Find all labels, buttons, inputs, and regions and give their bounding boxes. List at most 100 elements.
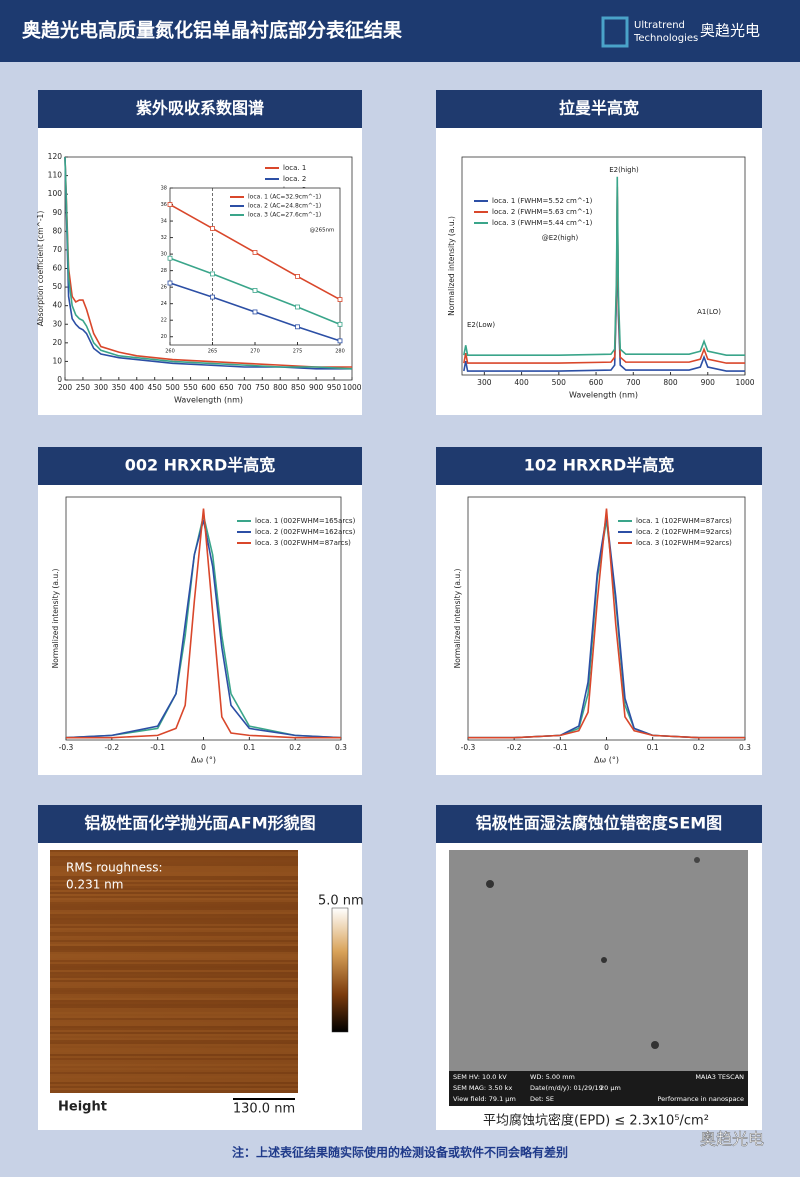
x-tick-label: 400: [130, 383, 145, 392]
x-axis-label: Δω (°): [594, 756, 619, 765]
x-tick-label: 0.3: [335, 743, 347, 752]
y-tick-label: 26: [161, 285, 167, 291]
x-tick-label: 275: [293, 349, 303, 355]
x-tick-label: 750: [255, 383, 270, 392]
y-tick-label: 34: [161, 219, 167, 225]
point-marker: [253, 288, 257, 292]
annotation: @265nm: [310, 228, 335, 234]
y-tick-label: 80: [52, 226, 62, 235]
x-tick-label: -0.1: [553, 743, 568, 752]
color-bar: [332, 908, 348, 1032]
x-axis-label: Wavelength (nm): [569, 391, 638, 400]
y-tick-label: 50: [52, 282, 62, 291]
annotation: E2(high): [609, 166, 639, 174]
x-tick-label: -0.3: [461, 743, 476, 752]
sem-info: SEM HV: 10.0 kV: [453, 1073, 507, 1081]
legend-label: loca. 2: [283, 175, 306, 183]
sem-info: SEM MAG: 3.50 kx: [453, 1084, 512, 1092]
point-marker: [296, 274, 300, 278]
x-tick-label: -0.1: [150, 743, 165, 752]
x-tick-label: -0.3: [59, 743, 74, 752]
sem-info: Performance in nanospace: [657, 1095, 744, 1103]
legend-label: loca. 2 (FWHM=5.63 cm^-1): [492, 208, 593, 216]
point-marker: [338, 298, 342, 302]
x-tick-label: 350: [112, 383, 127, 392]
y-tick-label: 28: [161, 268, 167, 274]
logo-text: Technologies: [633, 33, 698, 44]
x-tick-label: 900: [701, 378, 716, 387]
x-tick-label: 0.1: [647, 743, 659, 752]
x-tick-label: 0.1: [243, 743, 255, 752]
sem-info: WD: 5.00 mm: [530, 1073, 575, 1081]
legend-label: loca. 1 (FWHM=5.52 cm^-1): [492, 197, 593, 205]
x-tick-label: 270: [250, 349, 260, 355]
x-tick-label: 600: [201, 383, 216, 392]
y-tick-label: 90: [52, 208, 62, 217]
y-tick-label: 30: [161, 252, 167, 258]
x-tick-label: 0.2: [693, 743, 705, 752]
x-tick-label: 700: [237, 383, 252, 392]
x-tick-label: -0.2: [105, 743, 120, 752]
panel-title: 紫外吸收系数图谱: [136, 99, 264, 118]
x-tick-label: 950: [327, 383, 342, 392]
etch-pit: [601, 957, 607, 963]
x-tick-label: 700: [626, 378, 641, 387]
x-tick-label: 450: [148, 383, 163, 392]
x-tick-label: 0: [201, 743, 206, 752]
x-tick-label: 1000: [735, 378, 754, 387]
etch-pit: [651, 1041, 659, 1049]
x-tick-label: 250: [76, 383, 91, 392]
x-tick-label: 900: [309, 383, 324, 392]
point-marker: [168, 256, 172, 260]
sem-info: MAIA3 TESCAN: [695, 1073, 744, 1081]
x-tick-label: 600: [589, 378, 604, 387]
point-marker: [211, 272, 215, 276]
point-marker: [338, 322, 342, 326]
watermark: 奥趋光电: [700, 1130, 764, 1149]
legend-label: loca. 3 (002FWHM=87arcs): [255, 539, 351, 547]
x-tick-label: 0.3: [739, 743, 751, 752]
point-marker: [296, 325, 300, 329]
y-tick-label: 70: [52, 245, 62, 254]
x-tick-label: 200: [58, 383, 73, 392]
legend-label: loca. 3 (AC=27.6cm^-1): [248, 212, 321, 219]
y-axis-label: Normalized intensity (a.u.): [51, 569, 60, 669]
afm-label: RMS roughness:: [66, 861, 163, 875]
sem-info: 20 μm: [600, 1084, 621, 1092]
sem-image: [449, 850, 748, 1106]
etch-pit: [486, 880, 494, 888]
color-bar-label: 5.0 nm: [318, 894, 364, 909]
point-marker: [338, 339, 342, 343]
y-tick-label: 10: [52, 356, 62, 365]
y-tick-label: 40: [52, 301, 62, 310]
x-tick-label: 500: [165, 383, 180, 392]
annotation: @E2(high): [542, 234, 579, 242]
sem-info: Det: SE: [530, 1095, 554, 1103]
legend-label: loca. 2 (102FWHM=92arcs): [636, 528, 732, 536]
x-tick-label: 500: [552, 378, 567, 387]
x-tick-label: 0.2: [289, 743, 301, 752]
point-marker: [211, 226, 215, 230]
y-tick-label: 20: [161, 334, 167, 340]
y-tick-label: 60: [52, 264, 62, 273]
annotation: A1(LO): [697, 308, 721, 316]
y-tick-label: 120: [48, 152, 63, 161]
plot-frame: [462, 157, 745, 375]
panel-title: 102 HRXRD半高宽: [524, 456, 675, 475]
x-tick-label: 280: [335, 349, 345, 355]
x-tick-label: 650: [219, 383, 234, 392]
panel-title: 拉曼半高宽: [559, 99, 639, 118]
x-axis-label: Δω (°): [191, 756, 216, 765]
point-marker: [211, 295, 215, 299]
y-tick-label: 20: [52, 338, 62, 347]
y-tick-label: 110: [48, 171, 63, 180]
y-tick-label: 24: [161, 301, 167, 307]
panel-title: 铝极性面湿法腐蚀位错密度SEM图: [476, 814, 722, 833]
x-tick-label: -0.2: [507, 743, 522, 752]
page-title: 奥趋光电高质量氮化铝单晶衬底部分表征结果: [22, 19, 402, 42]
x-tick-label: 300: [477, 378, 492, 387]
x-tick-label: 300: [94, 383, 109, 392]
legend-label: loca. 1: [283, 164, 306, 172]
